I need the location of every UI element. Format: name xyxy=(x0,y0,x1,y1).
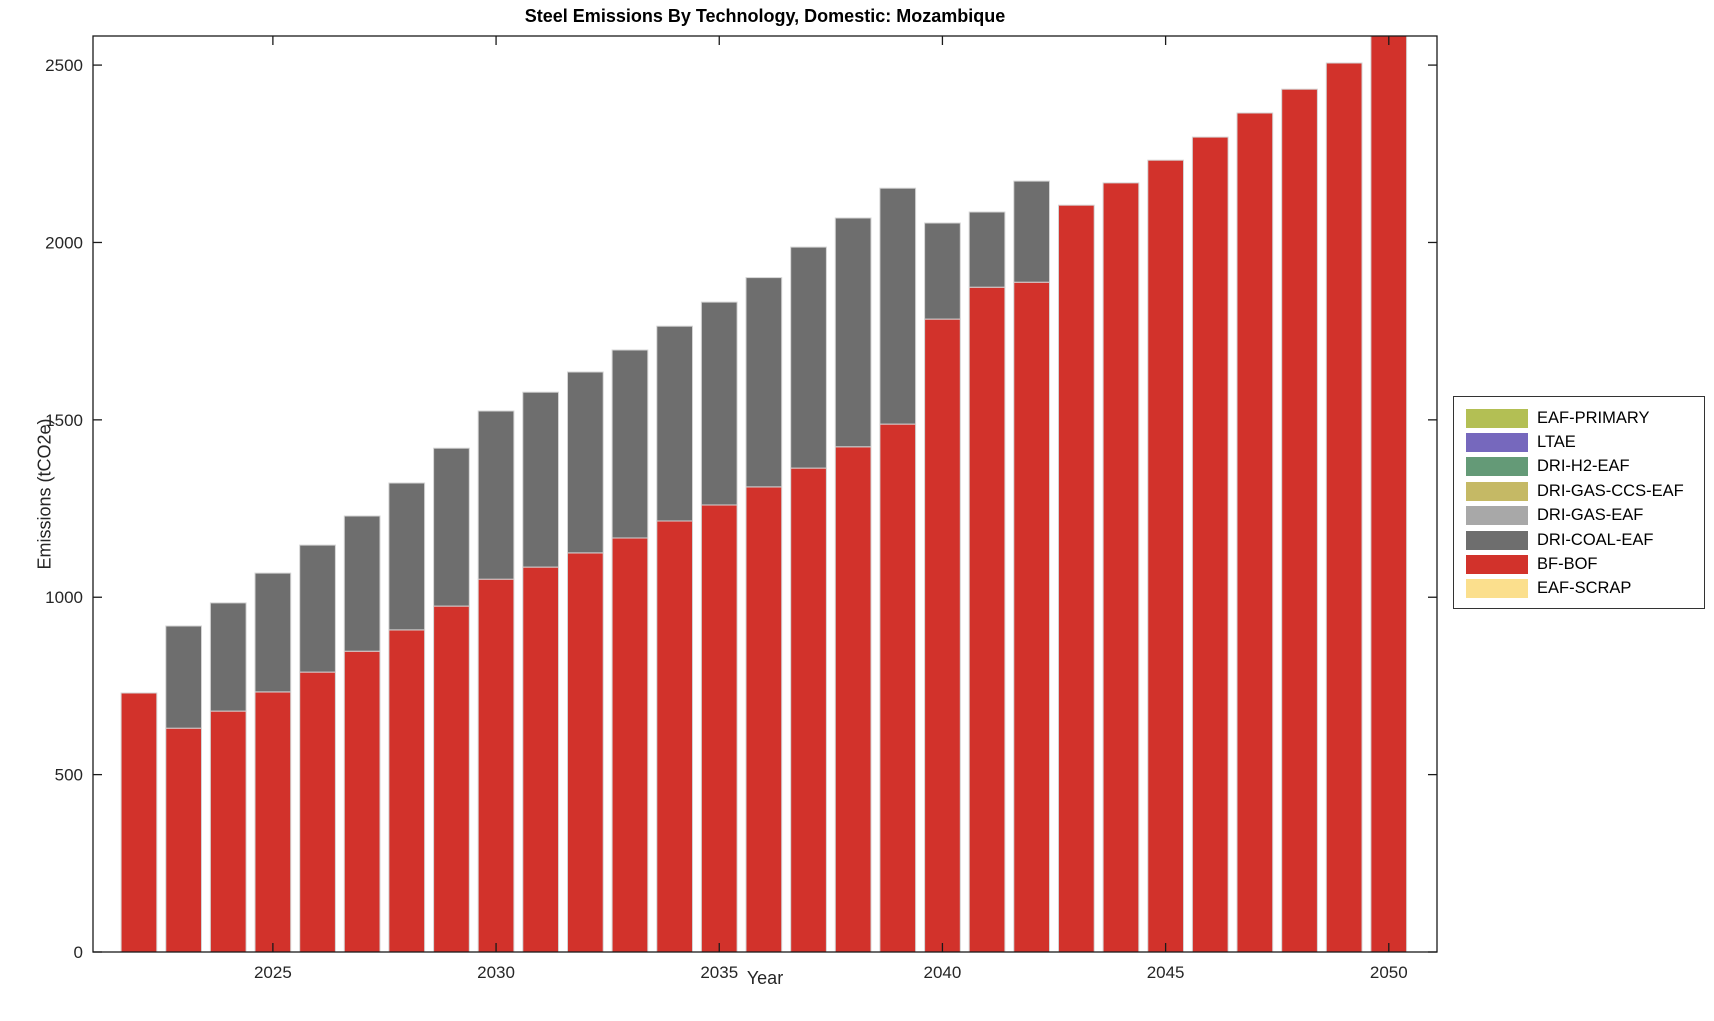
bar-segment-2042-BF-BOF xyxy=(1013,281,1050,953)
legend-swatch-DRI-H2-EAF xyxy=(1466,457,1528,477)
bar-segment-2032-DRI-COAL-EAF xyxy=(567,371,604,554)
chart-title: Steel Emissions By Technology, Domestic:… xyxy=(524,6,1006,26)
axes-box xyxy=(92,35,1438,953)
legend-row-DRI-GAS-CCS-EAF: DRI-GAS-CCS-EAF xyxy=(1466,479,1704,503)
legend-label: BF-BOF xyxy=(1537,555,1598,574)
legend-label: DRI-COAL-EAF xyxy=(1537,530,1654,549)
x-axis-label: Year xyxy=(746,968,784,988)
bar-segment-2040-BF-BOF xyxy=(924,318,961,953)
y-tick-label: 1500 xyxy=(45,411,83,430)
legend-swatch-BF-BOF xyxy=(1466,555,1528,575)
bar-segment-2046-BF-BOF xyxy=(1191,136,1229,953)
legend-row-BF-BOF: BF-BOF xyxy=(1466,552,1704,576)
bar-segment-2041-BF-BOF xyxy=(968,286,1006,953)
bar-segment-2035-BF-BOF xyxy=(700,504,738,953)
legend-swatch-LTAE xyxy=(1466,433,1528,453)
x-tick-label: 2040 xyxy=(924,963,962,982)
bar-segment-2039-DRI-COAL-EAF xyxy=(879,187,917,425)
legend-swatch-DRI-COAL-EAF xyxy=(1466,530,1528,550)
bar-segment-2023-BF-BOF xyxy=(165,727,203,953)
bar-segment-2036-DRI-COAL-EAF xyxy=(745,277,783,488)
legend: EAF-PRIMARY LTAE DRI-H2-EAF DRI-GAS-CCS-EAF… xyxy=(1453,396,1705,610)
legend-swatch-EAF-PRIMARY xyxy=(1466,408,1528,428)
legend-label: DRI-GAS-CCS-EAF xyxy=(1537,481,1684,500)
y-tick-label: 1000 xyxy=(45,588,83,607)
legend-row-DRI-COAL-EAF: DRI-COAL-EAF xyxy=(1466,528,1704,552)
bar-segment-2025-BF-BOF xyxy=(254,691,292,953)
legend-label: EAF-SCRAP xyxy=(1537,579,1632,598)
bar-segment-2028-DRI-COAL-EAF xyxy=(388,482,426,631)
bar-segment-2034-BF-BOF xyxy=(656,520,693,953)
bar-segment-2035-DRI-COAL-EAF xyxy=(700,301,738,506)
bar-segment-2037-BF-BOF xyxy=(790,467,827,953)
bar-segment-2028-BF-BOF xyxy=(388,629,426,953)
legend-label: EAF-PRIMARY xyxy=(1537,408,1650,427)
bar-segment-2038-BF-BOF xyxy=(834,446,872,953)
bar-segment-2034-DRI-COAL-EAF xyxy=(656,325,693,522)
bar-segment-2050-BF-BOF xyxy=(1370,35,1408,953)
bar-segment-2023-DRI-COAL-EAF xyxy=(165,625,203,729)
y-tick-label: 0 xyxy=(74,943,83,962)
bar-segment-2041-DRI-COAL-EAF xyxy=(968,211,1006,288)
bar-segment-2024-DRI-COAL-EAF xyxy=(209,602,247,712)
y-tick-label: 2500 xyxy=(45,56,83,75)
legend-row-DRI-H2-EAF: DRI-H2-EAF xyxy=(1466,455,1704,479)
bar-segment-2030-BF-BOF xyxy=(477,578,515,953)
bar-segment-2033-DRI-COAL-EAF xyxy=(611,349,649,539)
legend-label: DRI-GAS-EAF xyxy=(1537,506,1644,525)
x-tick-label: 2030 xyxy=(477,963,515,982)
bar-segment-2037-DRI-COAL-EAF xyxy=(790,246,827,469)
bar-segment-2043-BF-BOF xyxy=(1058,204,1095,953)
legend-row-EAF-PRIMARY: EAF-PRIMARY xyxy=(1466,406,1704,430)
bar-segment-2026-DRI-COAL-EAF xyxy=(299,544,336,673)
bar-segment-2036-BF-BOF xyxy=(745,486,783,953)
legend-label: DRI-H2-EAF xyxy=(1537,457,1630,476)
bar-segment-2047-BF-BOF xyxy=(1236,112,1274,953)
bar-segment-2027-DRI-COAL-EAF xyxy=(343,515,381,652)
legend-label: LTAE xyxy=(1537,433,1576,452)
x-tick-label: 2050 xyxy=(1370,963,1408,982)
bar-segment-2025-DRI-COAL-EAF xyxy=(254,572,292,693)
y-tick-label: 500 xyxy=(55,766,83,785)
bar-segment-2022-BF-BOF xyxy=(120,692,158,953)
legend-row-EAF-SCRAP: EAF-SCRAP xyxy=(1466,577,1704,601)
bar-segment-2029-BF-BOF xyxy=(433,605,470,953)
bar-segment-2030-DRI-COAL-EAF xyxy=(477,410,515,580)
legend-swatch-EAF-SCRAP xyxy=(1466,579,1528,599)
bar-segment-2042-DRI-COAL-EAF xyxy=(1013,180,1050,283)
bar-segment-2045-BF-BOF xyxy=(1147,159,1185,953)
x-tick-label: 2025 xyxy=(254,963,292,982)
bar-segment-2029-DRI-COAL-EAF xyxy=(433,447,470,607)
bar-segment-2033-BF-BOF xyxy=(611,537,649,953)
bar-segment-2026-BF-BOF xyxy=(299,671,336,953)
bar-segment-2024-BF-BOF xyxy=(209,710,247,953)
bar-segment-2048-BF-BOF xyxy=(1281,88,1318,953)
x-tick-label: 2045 xyxy=(1147,963,1185,982)
y-axis-label: Emissions (tCO2e) xyxy=(34,418,55,570)
bar-segment-2038-DRI-COAL-EAF xyxy=(834,217,872,448)
x-tick-label: 2035 xyxy=(700,963,738,982)
legend-row-LTAE: LTAE xyxy=(1466,430,1704,454)
bar-segment-2027-BF-BOF xyxy=(343,650,381,953)
bar-segment-2049-BF-BOF xyxy=(1325,62,1363,953)
legend-swatch-DRI-GAS-EAF xyxy=(1466,506,1528,526)
bar-segment-2032-BF-BOF xyxy=(567,552,604,953)
bar-segment-2040-DRI-COAL-EAF xyxy=(924,222,961,320)
bar-segment-2031-BF-BOF xyxy=(522,566,559,953)
bar-segment-2031-DRI-COAL-EAF xyxy=(522,391,559,568)
legend-swatch-DRI-GAS-CCS-EAF xyxy=(1466,481,1528,501)
bar-segment-2044-BF-BOF xyxy=(1102,182,1140,953)
bar-segment-2039-BF-BOF xyxy=(879,423,917,953)
legend-row-DRI-GAS-EAF: DRI-GAS-EAF xyxy=(1466,504,1704,528)
y-tick-label: 2000 xyxy=(45,233,83,252)
